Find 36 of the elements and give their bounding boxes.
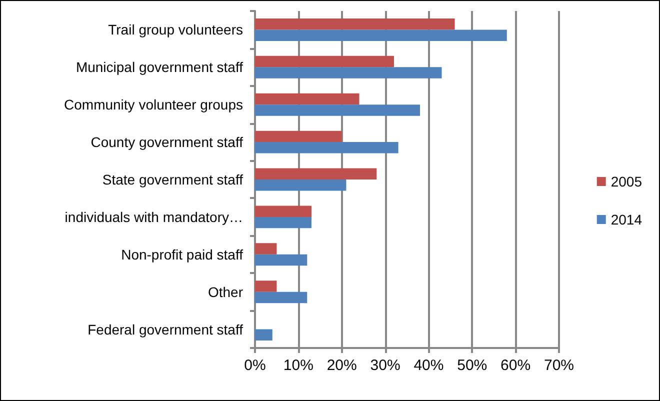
x-tick-label: 60%: [500, 357, 531, 374]
bar: [255, 130, 342, 142]
bar: [255, 180, 346, 191]
bar: [255, 243, 277, 254]
y-tick-label: Trail group volunteers: [108, 22, 243, 38]
bar: [255, 254, 308, 266]
y-tick-label: Other: [208, 284, 244, 300]
bar: [255, 104, 420, 116]
bar: [255, 280, 277, 292]
x-tick-label: 40%: [414, 357, 444, 374]
y-tick-label: Municipal government staff: [76, 59, 244, 76]
bar: [255, 329, 272, 341]
x-tick-label: 20%: [326, 357, 357, 374]
bar: [255, 206, 312, 217]
y-tick-label: Community volunteer groups: [64, 96, 243, 113]
bar: [255, 216, 312, 228]
legend-label: 2014: [610, 212, 642, 228]
x-tick-label: 50%: [457, 357, 488, 374]
bar: [255, 56, 394, 68]
y-tick-label: State government staff: [102, 172, 244, 188]
bar: [255, 67, 442, 78]
bar: [255, 292, 308, 304]
bar: [255, 168, 377, 180]
y-tick-label: County government staff: [90, 134, 244, 150]
x-tick-label: 10%: [283, 357, 314, 374]
x-tick-label: 0%: [244, 357, 266, 374]
bar: [255, 142, 398, 154]
y-tick-label: Federal government staff: [88, 321, 244, 338]
y-tick-label: individuals with mandatory…: [64, 208, 243, 225]
x-tick-label: 70%: [544, 357, 574, 374]
y-tick-label: Non-profit paid staff: [121, 246, 244, 262]
bar: [255, 18, 455, 30]
x-tick-label: 30%: [370, 357, 400, 374]
legend-label: 2005: [610, 174, 642, 190]
bar: [255, 30, 507, 41]
bar: [255, 93, 360, 105]
